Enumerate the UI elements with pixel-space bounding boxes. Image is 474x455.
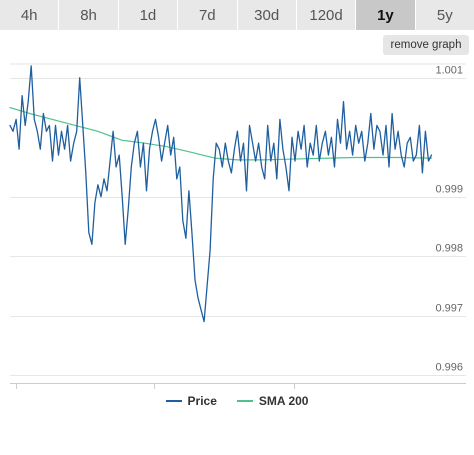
y-axis-labels: 0.996 0.997 0.998 0.999 1.001 — [435, 65, 463, 374]
price-line — [9, 65, 433, 323]
legend-label-sma-200: SMA 200 — [258, 394, 309, 408]
y-tick-label: 0.999 — [435, 184, 463, 196]
y-tick-label: 0.997 — [435, 303, 463, 315]
legend-item-sma-200[interactable]: SMA 200 — [236, 394, 309, 408]
x-axis — [10, 383, 466, 389]
grid-lines — [10, 63, 466, 376]
tab-1y[interactable]: 1y — [356, 0, 416, 30]
tab-120d[interactable]: 120d — [296, 0, 357, 30]
legend-swatch-price — [165, 400, 182, 402]
tab-1d[interactable]: 1d — [118, 0, 179, 30]
legend-swatch-sma-200 — [236, 400, 253, 402]
chart-legend: Price SMA 200 — [0, 392, 474, 410]
remove-graph-button[interactable]: remove graph — [383, 35, 469, 55]
tab-30d[interactable]: 30d — [237, 0, 297, 30]
legend-label-price: Price — [187, 394, 217, 408]
y-tick-label: 0.998 — [435, 243, 463, 255]
timeframe-tabs: 4h 8h 1d 7d 30d 120d 1y 5y — [0, 0, 474, 30]
series-lines — [9, 65, 433, 323]
tab-8h[interactable]: 8h — [59, 0, 119, 30]
tab-7d[interactable]: 7d — [178, 0, 238, 30]
tab-4h[interactable]: 4h — [0, 0, 60, 30]
legend-item-price[interactable]: Price — [165, 394, 217, 408]
y-tick-label: 0.996 — [435, 362, 463, 374]
tab-5y[interactable]: 5y — [415, 0, 474, 30]
y-tick-label: 1.001 — [435, 65, 463, 77]
